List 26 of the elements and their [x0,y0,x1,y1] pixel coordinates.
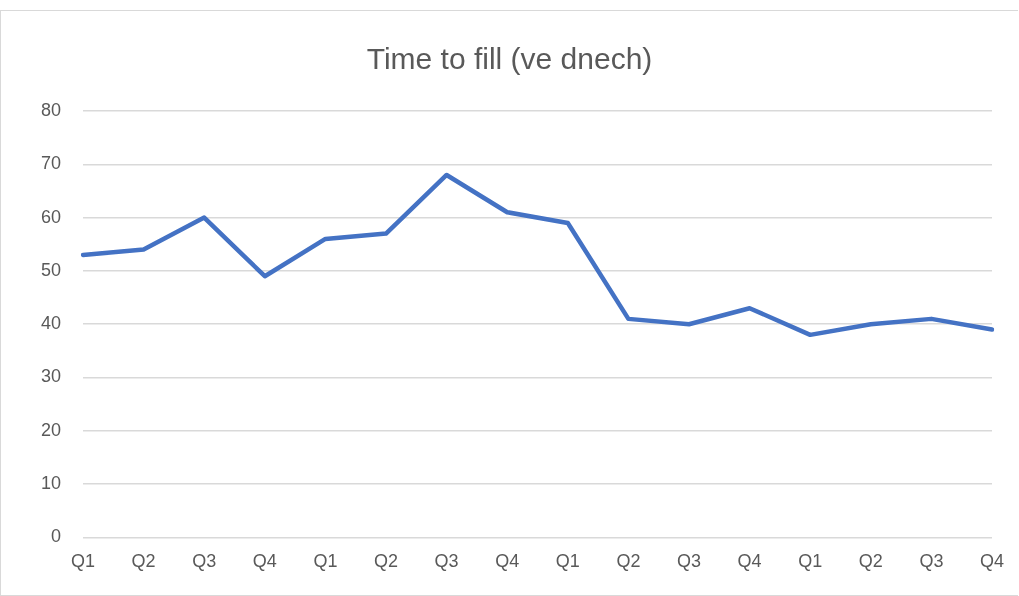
x-tick-label: Q2 [131,551,156,572]
x-tick-label: Q4 [979,551,1004,572]
y-tick-label: 10 [40,473,62,494]
y-tick-label: 50 [40,259,62,280]
x-tick-label: Q1 [555,551,580,572]
x-tick-label: Q3 [192,551,217,572]
y-tick-label: 80 [40,99,62,120]
x-tick-label: Q4 [252,551,277,572]
x-tick-label: Q4 [737,551,762,572]
x-tick-label: Q2 [616,551,641,572]
x-tick-label: Q4 [495,551,520,572]
y-tick-label: 40 [40,313,62,334]
x-tick-label: Q3 [919,551,944,572]
x-tick-label: Q1 [313,551,338,572]
x-tick-label: Q3 [434,551,459,572]
x-tick-label: Q1 [71,551,96,572]
x-tick-label: Q3 [677,551,702,572]
y-tick-label: 60 [40,206,62,227]
y-tick-label: 70 [40,153,62,174]
x-tick-label: Q2 [858,551,883,572]
chart-title: Time to fill (ve dnech) [366,42,653,76]
y-tick-label: 0 [51,526,62,547]
x-tick-label: Q1 [798,551,823,572]
y-tick-label: 20 [40,419,62,440]
y-tick-label: 30 [40,366,62,387]
x-tick-label: Q2 [374,551,399,572]
